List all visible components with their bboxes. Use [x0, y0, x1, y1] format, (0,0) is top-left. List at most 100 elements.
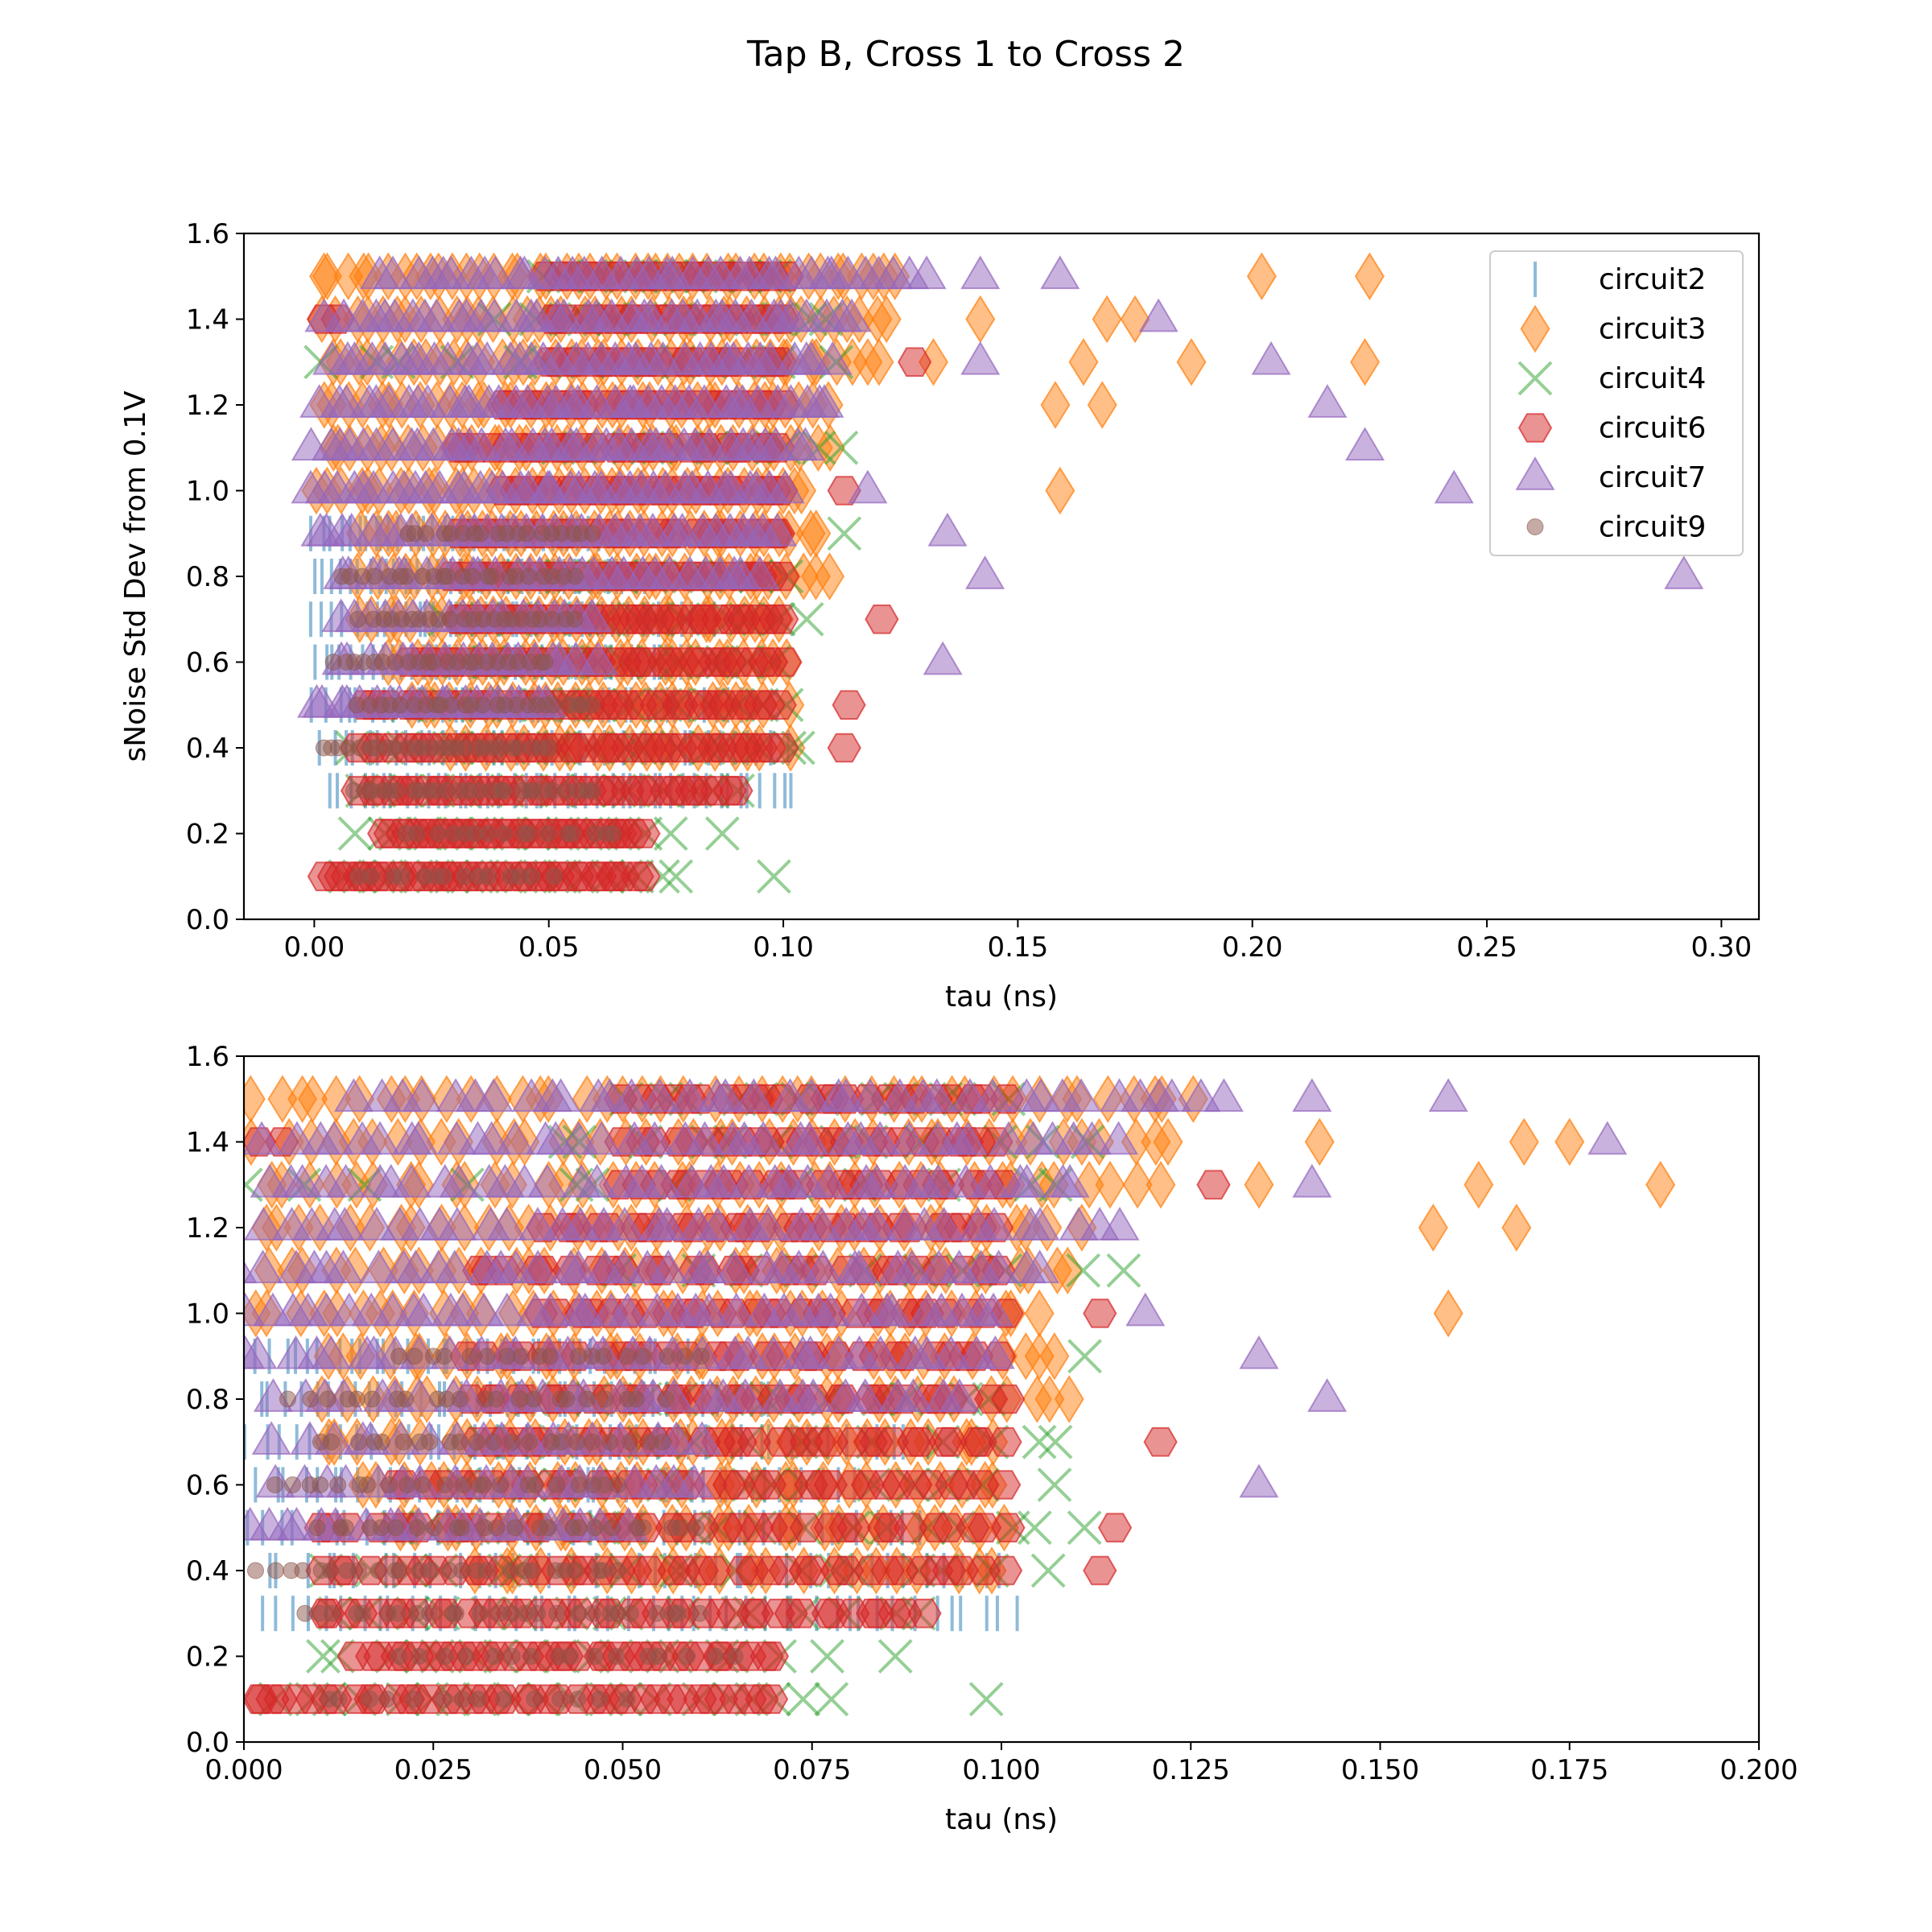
data-point — [1017, 1510, 1052, 1546]
data-point — [544, 696, 562, 714]
data-point — [648, 1604, 666, 1622]
data-point — [758, 512, 798, 547]
y-tick-label: 0.2 — [186, 1641, 229, 1674]
data-point — [397, 568, 415, 585]
data-point — [1125, 1292, 1166, 1327]
data-point — [685, 1121, 725, 1155]
data-point — [488, 1519, 506, 1537]
data-point — [889, 1121, 929, 1155]
data-point — [650, 1648, 668, 1665]
x-tick-label: 0.075 — [773, 1754, 851, 1786]
data-point — [472, 525, 489, 543]
data-point — [974, 1207, 1014, 1241]
data-point — [323, 1249, 363, 1284]
x-tick-label: 0.20 — [1222, 931, 1283, 964]
data-point — [939, 1378, 980, 1412]
data-point — [964, 1470, 1000, 1500]
data-point — [593, 1562, 611, 1579]
data-point — [456, 1648, 474, 1665]
data-point — [1239, 1335, 1279, 1369]
legend-item: circuit4 — [1517, 361, 1706, 396]
data-point — [836, 1513, 872, 1543]
data-point — [877, 1639, 913, 1674]
y-tick-label: 0.6 — [186, 1470, 229, 1502]
data-point — [991, 1513, 1026, 1543]
data-point — [358, 1249, 398, 1284]
legend-marker — [1520, 304, 1550, 353]
data-point — [350, 1433, 368, 1451]
data-point — [946, 1163, 986, 1198]
data-point — [498, 1348, 516, 1365]
data-point — [244, 1121, 282, 1155]
data-point — [506, 1519, 524, 1537]
data-point — [1121, 1117, 1151, 1166]
data-point — [387, 1519, 405, 1537]
x-tick-label: 0.15 — [988, 931, 1049, 964]
data-point — [824, 430, 859, 465]
data-point — [1037, 1468, 1072, 1502]
data-point — [1428, 1078, 1468, 1113]
data-point — [768, 647, 803, 677]
data-point — [389, 1604, 407, 1622]
data-point — [1645, 1160, 1676, 1209]
data-point — [447, 1604, 464, 1622]
data-point — [406, 1348, 423, 1365]
data-point — [1040, 255, 1080, 290]
data-point — [603, 1519, 621, 1537]
x-tick-label: 0.200 — [1719, 1754, 1798, 1786]
x-axis-label: tau (ns) — [945, 1803, 1058, 1836]
data-point — [795, 1555, 830, 1586]
x-tick-label: 0.00 — [284, 931, 345, 964]
legend-frame — [1489, 250, 1744, 556]
data-point — [740, 555, 780, 589]
data-point — [785, 1598, 819, 1629]
legend-marker — [1517, 361, 1553, 396]
data-point — [733, 1078, 774, 1113]
data-point — [609, 1476, 627, 1493]
data-point — [1196, 1170, 1231, 1200]
data-point — [671, 1519, 688, 1537]
data-point — [461, 1348, 479, 1365]
data-point — [979, 1249, 1019, 1284]
data-point — [487, 1292, 527, 1327]
data-point — [581, 1121, 621, 1155]
data-point — [640, 1078, 680, 1113]
data-point — [1024, 1289, 1055, 1338]
data-point — [642, 1163, 682, 1198]
data-point — [421, 1433, 439, 1451]
data-point — [436, 1348, 453, 1365]
data-point — [1251, 341, 1291, 375]
data-point — [314, 1121, 354, 1155]
data-point — [1153, 1117, 1183, 1166]
data-point — [358, 1476, 376, 1493]
data-point — [716, 1292, 757, 1327]
data-point — [658, 859, 694, 894]
data-point — [520, 568, 538, 585]
y-tick-label: 0.8 — [186, 561, 229, 593]
data-point — [1760, 1076, 1788, 1121]
legend: circuit2 circuit3 circuit4 circuit6 circuit7… — [1489, 250, 1744, 556]
data-point — [1067, 1339, 1102, 1374]
data-point — [453, 1562, 471, 1579]
data-point — [874, 1426, 910, 1457]
data-point — [329, 1476, 347, 1493]
data-point — [456, 868, 473, 886]
data-point — [390, 1648, 408, 1665]
data-point — [814, 1682, 849, 1717]
data-point — [348, 1390, 365, 1408]
data-point — [1664, 555, 1704, 589]
data-point — [839, 1249, 879, 1284]
data-point — [923, 641, 963, 675]
legend-item: circuit3 — [1520, 304, 1706, 353]
data-point — [545, 868, 563, 886]
data-point — [302, 1390, 320, 1408]
legend-marker — [1517, 413, 1553, 443]
data-point — [687, 1249, 728, 1284]
data-point — [569, 1690, 587, 1708]
data-point — [478, 1348, 496, 1365]
data-point — [1083, 1298, 1117, 1328]
y-tick-label: 0.6 — [186, 647, 229, 679]
data-point — [485, 1433, 502, 1451]
data-point — [311, 1335, 351, 1369]
data-point — [1106, 1253, 1141, 1288]
